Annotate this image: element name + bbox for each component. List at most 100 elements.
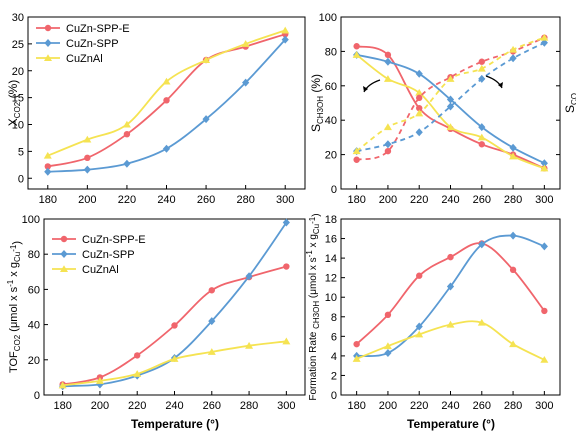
x-tick-label: 300 [535,400,553,412]
y-tick-label: 0 [331,184,337,196]
data-point [415,128,423,137]
y-axis-label-part: Cu [312,224,321,234]
data-point [415,330,424,338]
y-tick-label: 25 [12,39,24,51]
x-axis-label: Temperature (°) [131,417,219,431]
y-tick-label: 100 [319,12,337,24]
y-tick-label: 10 [12,120,24,132]
legend-label: CuZn-SPP [82,249,135,261]
data-point [170,355,179,362]
data-point [477,133,486,141]
data-point [478,240,486,249]
data-point [133,370,142,377]
series-line [356,234,545,357]
x-tick-label: 240 [165,400,183,412]
x-tick-label: 180 [39,194,57,206]
x-tick-label: 180 [347,400,365,412]
y2-axis-label-part: CO [570,93,576,105]
y-axis-label-part: ) [311,213,322,216]
data-point [245,272,253,281]
data-point [540,242,548,251]
data-point [478,74,486,83]
data-point [352,355,361,362]
data-point [282,218,290,227]
data-point [509,266,517,274]
y-axis-label-part: CH3OH [316,96,325,124]
y-tick-label: 4 [331,351,337,363]
x-tick-label: 220 [410,194,428,206]
x-tick-label: 260 [473,400,491,412]
data-point [416,94,423,102]
x-axis-label: Temperature (°) [407,417,495,431]
data-point [352,51,361,58]
legend-marker [44,24,52,32]
y-tick-label: 0 [331,390,337,402]
data-point [353,340,360,348]
x-tick-label: 260 [203,400,221,412]
y-axis-label-part: CO2 [13,334,22,351]
panel-c: 180 200 220 240 260 280 300 0 20 40 60 80 100 CuZn-SP… [22,214,306,412]
x-tick-label: 220 [128,400,146,412]
y-tick-label: 80 [28,249,40,261]
data-point [383,342,392,350]
data-point [446,123,455,131]
data-point [509,54,517,63]
data-point [122,120,131,128]
data-point [353,156,360,163]
y-tick-label: 0 [34,390,40,402]
data-point [281,35,289,44]
data-point [44,167,52,176]
data-point [477,318,486,326]
data-point [384,348,392,357]
data-point [384,57,392,66]
legend-marker [60,250,68,258]
data-point [202,115,210,124]
plot-frame [340,218,561,396]
data-point [171,322,178,329]
y-axis-label-part: S [309,124,323,132]
data-point [509,231,517,240]
legend-marker [60,265,68,272]
data-point [478,123,486,132]
y-tick-label: 60 [28,284,40,296]
y-tick-label: 40 [325,115,337,127]
legend-label: CuZnAl [82,264,119,276]
data-point [202,56,211,63]
data-point [416,272,423,279]
data-point [123,130,131,138]
y-axis-label-part: (%) [6,80,20,102]
y-tick-label: 6 [331,331,337,343]
y-axis-label-part: Formation Rate [308,329,319,401]
data-point [477,64,486,72]
y-axis-label-part: CO2 [13,101,22,118]
data-point [58,381,67,389]
x-tick-label: 260 [197,194,215,206]
x-tick-label: 240 [441,400,459,412]
x-tick-label: 260 [473,194,491,206]
left-arrow-head [363,86,368,92]
data-point [207,348,216,355]
data-point [352,147,361,155]
y-axis-label-part: Cu [13,252,22,262]
data-point [123,159,131,168]
y-axis-label-part: CH3OH [312,301,321,329]
legend-marker [44,39,52,47]
x-tick-label: 200 [379,400,397,412]
y-tick-label: 8 [331,312,337,324]
y-axis-label: SCH3OH (%) [309,74,325,132]
data-point [446,102,455,111]
y-axis-label-part: x g [8,262,20,280]
x-tick-label: 180 [347,194,365,206]
data-point [540,356,549,363]
y-tick-label: 60 [325,81,337,93]
data-point [44,163,51,170]
data-point [415,322,423,331]
data-point [540,38,548,47]
x-tick-label: 300 [535,194,553,206]
y-tick-label: 20 [28,355,40,367]
y-tick-label: 30 [12,12,24,24]
data-point [95,377,104,384]
x-tick-label: 240 [441,194,459,206]
y2-axis-label: SCO [563,93,576,113]
